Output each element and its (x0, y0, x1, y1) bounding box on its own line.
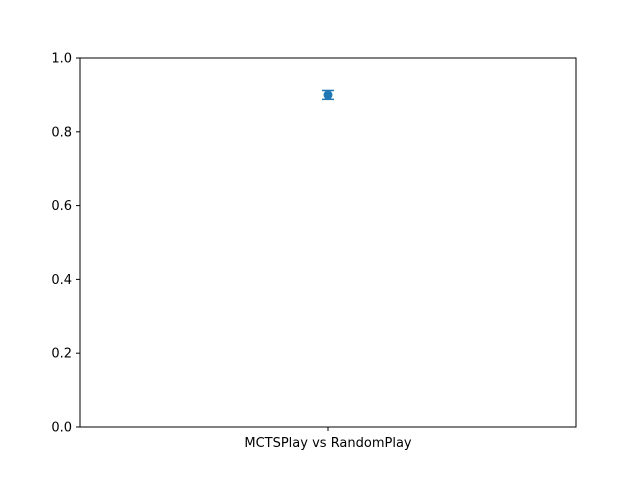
x-tick-label: MCTSPlay vs RandomPlay (244, 436, 412, 451)
data-point (323, 90, 333, 100)
y-tick-label: 0.0 (51, 421, 72, 436)
y-tick-label: 0.8 (51, 125, 72, 140)
plot-frame (79, 57, 577, 428)
data-series (322, 89, 334, 101)
y-tick-label: 0.4 (51, 273, 72, 288)
x-axis-ticks: MCTSPlay vs RandomPlay (244, 427, 412, 451)
y-axis-ticks: 0.0 0.2 0.4 0.6 0.8 1.0 (51, 52, 80, 436)
plot-background (80, 58, 576, 427)
y-tick-label: 0.6 (51, 199, 72, 214)
y-tick-label: 1.0 (51, 52, 72, 67)
y-tick-label: 0.2 (51, 347, 72, 362)
